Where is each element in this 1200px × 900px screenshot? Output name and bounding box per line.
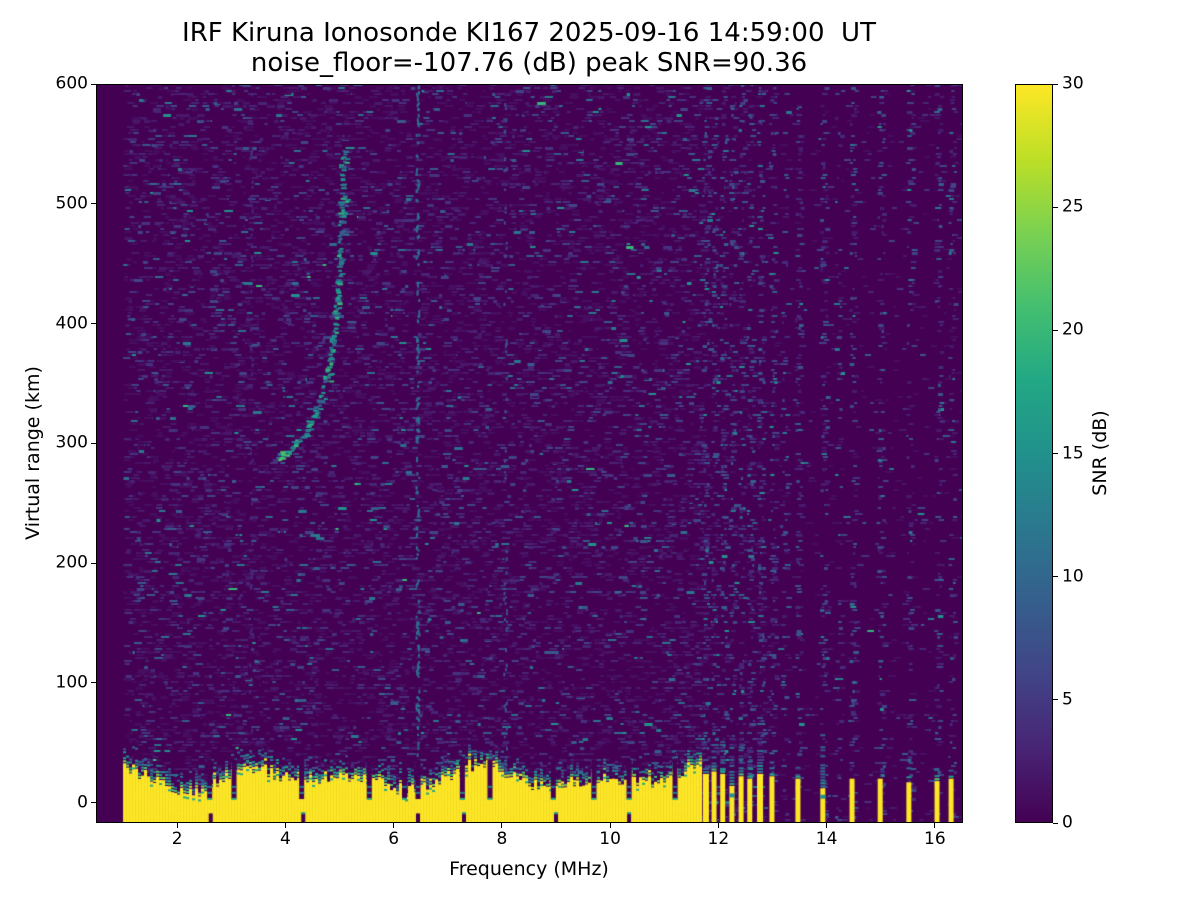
y-tick-mark <box>91 802 96 804</box>
colorbar-tick-mark <box>1053 206 1058 208</box>
colorbar-tick-label: 5 <box>1062 689 1073 710</box>
y-tick-mark <box>91 562 96 564</box>
x-tick-mark <box>826 823 828 828</box>
x-tick-mark <box>501 823 503 828</box>
x-tick-label: 10 <box>599 829 621 849</box>
y-tick-mark <box>91 682 96 684</box>
y-axis-label: Virtual range (km) <box>22 366 44 540</box>
x-tick-label: 4 <box>279 829 291 849</box>
x-tick-label: 16 <box>924 829 946 849</box>
colorbar <box>1015 84 1053 823</box>
x-tick-mark <box>284 823 286 828</box>
x-tick-label: 14 <box>815 829 838 849</box>
y-tick-label: 0 <box>77 792 88 813</box>
colorbar-tick-label: 25 <box>1062 196 1084 217</box>
x-axis-label: Frequency (MHz) <box>449 858 609 880</box>
y-tick-label: 300 <box>55 432 88 453</box>
colorbar-tick-mark <box>1053 822 1058 824</box>
colorbar-tick-label: 15 <box>1062 443 1084 463</box>
x-tick-mark <box>609 823 611 828</box>
x-tick-label: 8 <box>496 829 508 849</box>
chart-title: IRF Kiruna Ionosonde KI167 2025-09-16 14… <box>182 18 876 48</box>
colorbar-tick-mark <box>1053 329 1058 331</box>
y-tick-label: 100 <box>55 672 88 693</box>
colorbar-label: SNR (dB) <box>1089 410 1111 496</box>
colorbar-tick-mark <box>1053 699 1058 701</box>
colorbar-tick-label: 10 <box>1062 566 1084 587</box>
colorbar-tick-label: 0 <box>1062 812 1073 833</box>
y-tick-label: 500 <box>55 193 88 214</box>
x-tick-label: 6 <box>388 829 400 849</box>
colorbar-tick-label: 30 <box>1062 73 1084 94</box>
y-tick-mark <box>91 83 96 85</box>
y-tick-label: 400 <box>55 313 88 334</box>
colorbar-tick-mark <box>1053 576 1058 578</box>
y-tick-label: 600 <box>55 73 88 94</box>
chart-subtitle: noise_floor=-107.76 (dB) peak SNR=90.36 <box>250 48 808 78</box>
colorbar-tick-label: 20 <box>1062 319 1084 340</box>
ionogram-heatmap <box>96 84 963 823</box>
x-tick-label: 12 <box>707 829 730 849</box>
y-tick-mark <box>91 442 96 444</box>
y-tick-mark <box>91 323 96 325</box>
x-tick-mark <box>176 823 178 828</box>
colorbar-tick-mark <box>1053 453 1058 454</box>
colorbar-tick-mark <box>1053 83 1058 85</box>
x-tick-mark <box>393 823 395 828</box>
x-tick-label: 2 <box>171 829 183 849</box>
x-tick-mark <box>717 823 719 828</box>
x-tick-mark <box>934 823 936 828</box>
y-tick-label: 200 <box>55 552 88 573</box>
y-tick-mark <box>91 203 96 205</box>
